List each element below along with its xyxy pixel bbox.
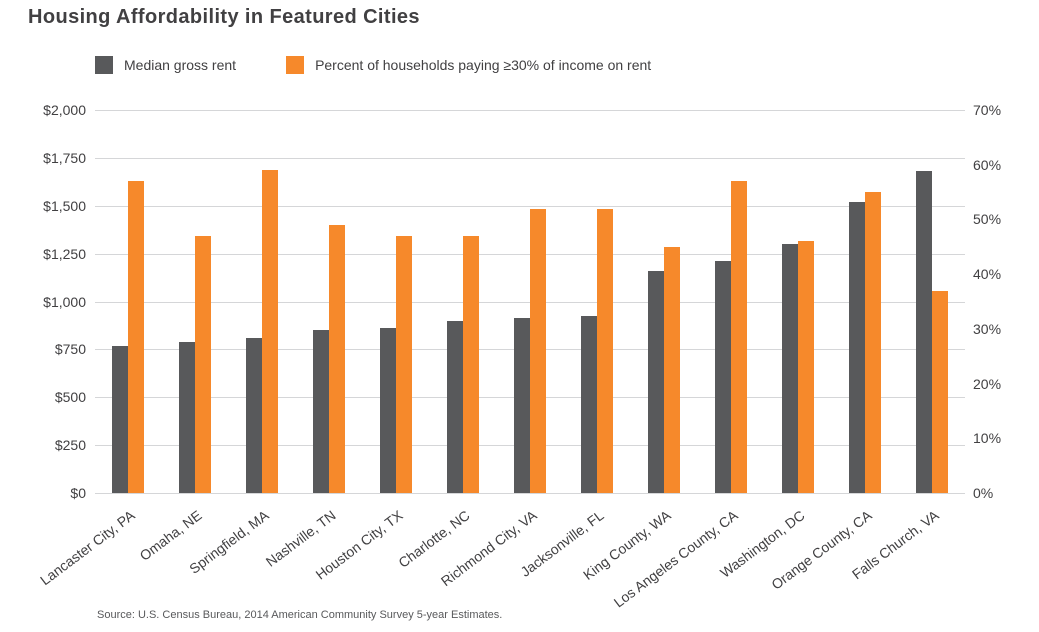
legend-item-rent: Median gross rent: [95, 56, 236, 74]
percent-bar: [128, 181, 145, 493]
percent-bar: [931, 290, 948, 493]
rent-bar: [848, 201, 865, 493]
axis-tick-label: $500: [54, 389, 86, 406]
axis-tick-label: 30%: [973, 320, 1002, 337]
rent-bar: [647, 270, 664, 493]
axis-tick-label: $750: [54, 341, 86, 358]
percent-bar: [797, 241, 814, 493]
percent-bar: [530, 208, 546, 493]
percent-bar: [396, 235, 413, 493]
axis-tick-label: 50%: [973, 211, 1002, 228]
gridline: [95, 205, 965, 207]
axis-tick-label: $1,500: [43, 197, 86, 214]
axis-tick-label: 70%: [973, 102, 1002, 118]
percent-bar: [596, 208, 613, 493]
axis-tick-label: 0%: [973, 485, 994, 501]
axis-tick-label: 10%: [973, 430, 1002, 447]
chart-title: Housing Affordability in Featured Cities: [28, 6, 420, 28]
rent-bar: [447, 320, 464, 493]
rent-bar: [179, 341, 196, 493]
axis-tick-label: 40%: [973, 266, 1002, 283]
percent-legend-swatch: [286, 56, 305, 74]
gridline: [95, 493, 965, 494]
rent-bar: [246, 337, 263, 493]
axis-tick-label: $1,000: [43, 293, 86, 310]
plot-area: [95, 110, 965, 494]
left-axis: $0 $250 $500 $750 $1,000 $1,250 $1,500 $1,750 $2…: [16, 102, 86, 501]
percent-bar: [864, 192, 881, 493]
x-axis: Lancaster City, PA Omaha, NE Springfield, …: [38, 497, 965, 610]
rent-bar: [714, 261, 731, 493]
axis-tick-label: 60%: [973, 156, 1002, 173]
rent-bar: [580, 315, 597, 493]
right-axis: 0% 10% 20% 30% 40% 50% 60% 70%: [973, 102, 1033, 501]
gridline: [95, 110, 965, 111]
percent-legend-label: Percent of households paying ≥30% of inc…: [315, 57, 652, 73]
axis-tick-label: $250: [54, 437, 86, 454]
axis-tick-label: $0: [70, 485, 86, 501]
percent-bar: [262, 170, 279, 493]
source-note: Source: U.S. Census Bureau, 2014 America…: [97, 609, 503, 621]
legend-item-percent: Percent of households paying ≥30% of inc…: [286, 56, 651, 74]
percent-bar: [329, 224, 346, 493]
axis-tick-label: $2,000: [43, 102, 86, 118]
axis-tick-label: $1,250: [43, 245, 86, 262]
rent-bar: [112, 345, 129, 493]
rent-legend-swatch: [95, 56, 113, 74]
rent-legend-label: Median gross rent: [124, 57, 237, 73]
axis-tick-label: $1,750: [43, 149, 86, 166]
percent-bar: [663, 246, 680, 493]
gridline: [95, 157, 965, 159]
rent-bar: [781, 244, 798, 493]
percent-bar: [195, 235, 212, 493]
rent-bar: [915, 171, 932, 493]
axis-tick-label: 20%: [973, 375, 1002, 392]
percent-bar: [463, 235, 480, 493]
rent-bar: [313, 330, 330, 493]
rent-bar: [514, 317, 530, 493]
legend: Median gross rent Percent of households …: [95, 56, 651, 74]
percent-bar: [730, 181, 747, 493]
rent-bar: [380, 328, 397, 493]
